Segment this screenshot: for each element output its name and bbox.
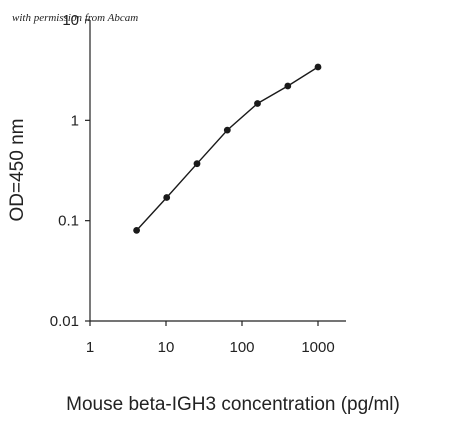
y-axis: 0.01 0.1 1 10	[50, 12, 90, 330]
x-axis: 1 10 100 1000	[86, 321, 335, 356]
data-point	[163, 194, 171, 201]
y-tick-label: 1	[71, 112, 79, 129]
x-tick-label: 1000	[301, 339, 334, 356]
data-point	[284, 82, 292, 90]
y-tick-label: 10	[62, 12, 79, 29]
data-point	[133, 227, 141, 234]
x-axis-title: Mouse beta-IGH3 concentration (pg/ml)	[66, 394, 400, 415]
series-line	[136, 66, 319, 231]
data-point	[314, 63, 322, 71]
plot-area	[89, 20, 346, 322]
series-layer	[133, 63, 322, 234]
x-tick-label: 100	[229, 339, 254, 356]
watermark-text: with permission from Abcam	[12, 12, 138, 24]
data-point	[223, 126, 231, 134]
y-tick-label: 0.01	[50, 313, 79, 330]
data-point	[254, 100, 261, 107]
y-axis-title: OD=450 nm	[7, 119, 28, 222]
x-tick-label: 10	[158, 339, 175, 356]
y-tick-label: 0.1	[58, 213, 79, 230]
data-point	[193, 160, 201, 168]
x-tick-label: 1	[86, 339, 94, 356]
